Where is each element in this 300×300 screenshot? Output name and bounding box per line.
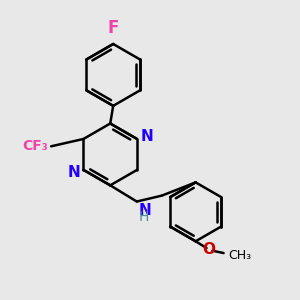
- Text: N: N: [138, 203, 151, 218]
- Text: N: N: [141, 129, 153, 144]
- Text: N: N: [67, 165, 80, 180]
- Text: O: O: [202, 242, 215, 257]
- Text: H: H: [138, 210, 148, 224]
- Text: CH₃: CH₃: [228, 249, 251, 262]
- Text: CF₃: CF₃: [22, 139, 48, 153]
- Text: F: F: [107, 19, 119, 37]
